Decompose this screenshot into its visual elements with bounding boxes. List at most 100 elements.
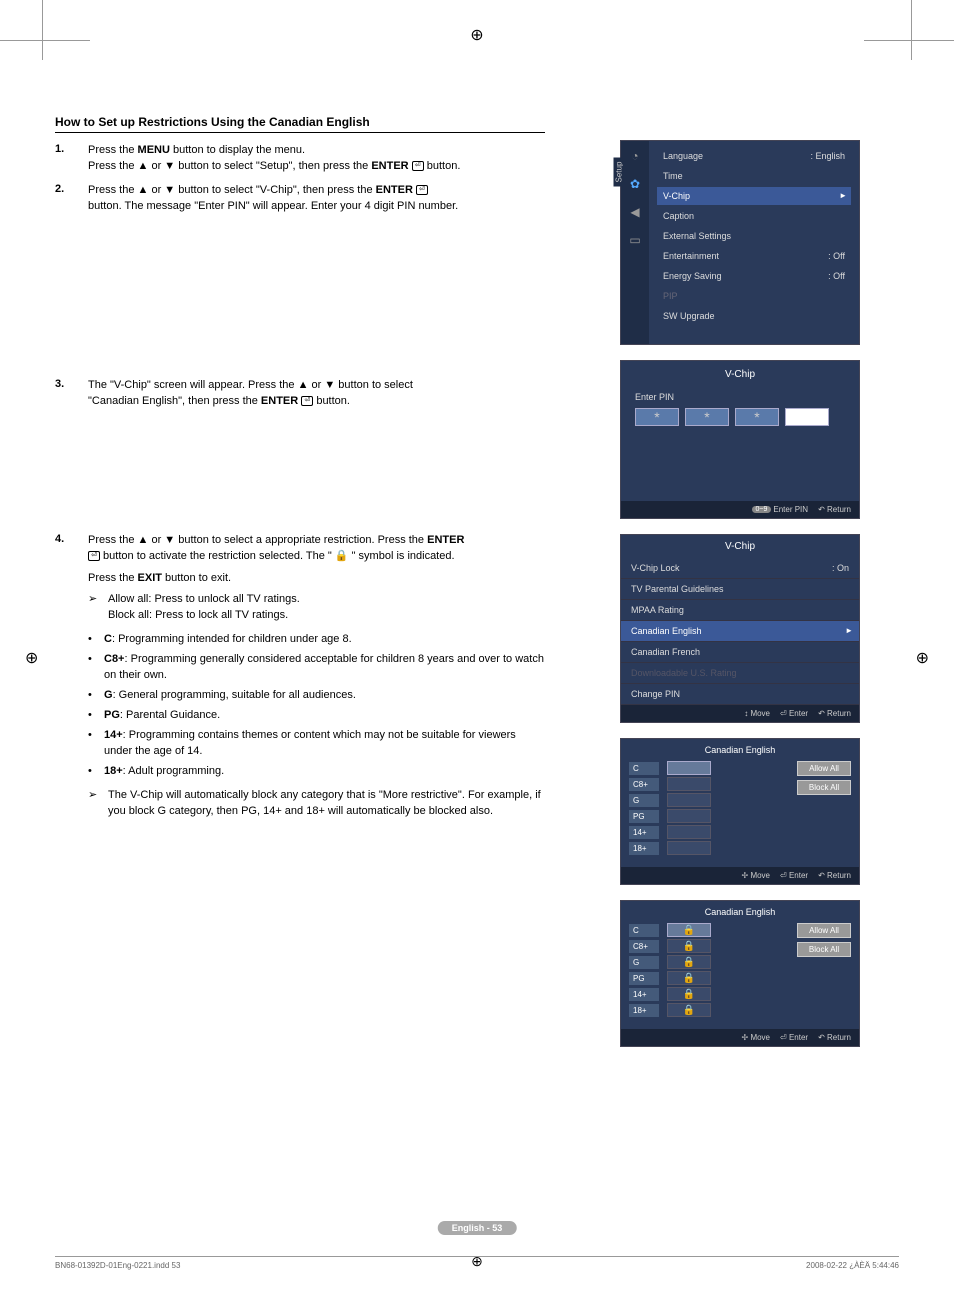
setup-menu-item[interactable]: Language: English [657, 147, 851, 165]
pin-digit[interactable]: * [735, 408, 779, 426]
rating-label: PG [629, 810, 659, 823]
arrow-icon: ➢ [88, 788, 102, 820]
rating-row: C🔒 [629, 923, 787, 937]
arrow-icon: ➢ [88, 592, 102, 624]
rating-label: G [629, 956, 659, 969]
rating-label: C [629, 762, 659, 775]
vchip-menu-item[interactable]: Canadian English [621, 621, 859, 642]
enter-icon: ⏎ [88, 551, 100, 561]
setup-menu-item[interactable]: Time [657, 167, 851, 185]
setup-menu-item[interactable]: SW Upgrade [657, 307, 851, 325]
lock-icon: 🔒 [683, 941, 695, 952]
rating-label: C [629, 924, 659, 937]
step-4: 4. Press the ▲ or ▼ button to select a a… [55, 533, 545, 823]
step-number: 4. [55, 533, 73, 823]
crop-mark-left: ⊕ [25, 648, 38, 668]
rating-label: 14+ [629, 826, 659, 839]
osd-vchip-menu: V-Chip V-Chip Lock: OnTV Parental Guidel… [620, 534, 860, 723]
rating-row: PG 🔒 [629, 971, 787, 985]
rating-label: 18+ [629, 1004, 659, 1017]
lock-icon: 🔒 [683, 973, 695, 984]
step-1: 1. Press the MENU button to display the … [55, 143, 545, 175]
rating-cell[interactable]: 🔒 [667, 955, 711, 969]
rating-row: C8+ 🔒 [629, 939, 787, 953]
rating-label: G [629, 794, 659, 807]
osd-canadian-english-1: Canadian English C C8+ G PG 14+ 18+ Allow All… [620, 738, 860, 885]
setup-menu-item[interactable]: PIP [657, 287, 851, 305]
step-3: 3. The "V-Chip" screen will appear. Pres… [55, 378, 545, 410]
rating-row: C8+ [629, 777, 787, 791]
pin-digit[interactable]: * [635, 408, 679, 426]
osd-pin-panel: V-Chip Enter PIN * * * 0~9 Enter PIN ↶ R… [620, 360, 860, 519]
osd-title: Canadian English [629, 745, 851, 755]
crop-mark-top: ⊕ [470, 25, 483, 45]
setup-menu-item[interactable]: Energy Saving: Off [657, 267, 851, 285]
vchip-menu-item[interactable]: Downloadable U.S. Rating [621, 663, 859, 684]
setup-menu-item[interactable]: External Settings [657, 227, 851, 245]
osd-title: V-Chip [621, 535, 859, 558]
block-all-button[interactable]: Block All [797, 780, 851, 795]
rating-cell[interactable]: 🔒 [667, 1003, 711, 1017]
lock-icon: 🔒 [683, 925, 695, 936]
step-number: 1. [55, 143, 73, 175]
setup-menu-item[interactable]: Caption [657, 207, 851, 225]
rating-cell[interactable]: 🔒 [667, 971, 711, 985]
lock-icon: 🔒 [683, 1005, 695, 1016]
rating-row: PG [629, 809, 787, 823]
rating-cell[interactable] [667, 841, 711, 855]
input-icon: ▭ [626, 231, 644, 249]
osd-setup-panel: Setup ◔ ✿ ◀ ▭ Language: EnglishTimeV-Chi… [620, 140, 860, 345]
picture-icon: ◔ [626, 147, 644, 165]
rating-row: 14+ 🔒 [629, 987, 787, 1001]
rating-row: 18+ [629, 841, 787, 855]
rating-cell[interactable] [667, 809, 711, 823]
step-2: 2. Press the ▲ or ▼ button to select "V-… [55, 183, 545, 215]
rating-row: G🔒 [629, 955, 787, 969]
rating-row: 14+ [629, 825, 787, 839]
rating-cell[interactable] [667, 825, 711, 839]
step-number: 2. [55, 183, 73, 215]
vchip-menu-item[interactable]: MPAA Rating [621, 600, 859, 621]
rating-row: G [629, 793, 787, 807]
rating-label: 18+ [629, 842, 659, 855]
vchip-menu-item[interactable]: Change PIN [621, 684, 859, 705]
rating-cell[interactable]: 🔒 [667, 939, 711, 953]
block-all-button[interactable]: Block All [797, 942, 851, 957]
pin-digit[interactable]: * [685, 408, 729, 426]
rating-label: C8+ [629, 940, 659, 953]
rating-cell[interactable]: 🔒 [667, 987, 711, 1001]
rating-cell[interactable]: 🔒 [667, 923, 711, 937]
rating-cell[interactable] [667, 761, 711, 775]
footer-meta: BN68-01392D-01Eng-0221.indd 53 2008-02-2… [55, 1256, 899, 1270]
setup-icon: ✿ [626, 175, 644, 193]
setup-menu-item[interactable]: V-Chip [657, 187, 851, 205]
osd-canadian-english-2: Canadian English C🔒C8+🔒G🔒PG🔒14+🔒18+🔒 All… [620, 900, 860, 1047]
rating-label: 14+ [629, 988, 659, 1001]
section-title: How to Set up Restrictions Using the Can… [55, 115, 545, 133]
allow-all-button[interactable]: Allow All [797, 923, 851, 938]
enter-icon: ⏎ [301, 396, 313, 406]
osd-title: Canadian English [629, 907, 851, 917]
rating-label: PG [629, 972, 659, 985]
osd-title: V-Chip [629, 369, 851, 380]
lock-icon: 🔒 [683, 989, 695, 1000]
vchip-menu-item[interactable]: V-Chip Lock: On [621, 558, 859, 579]
pin-label: Enter PIN [635, 392, 851, 402]
lock-icon: 🔒 [683, 957, 695, 968]
enter-icon: ⏎ [416, 185, 428, 195]
pin-digit[interactable] [785, 408, 829, 426]
rating-cell[interactable] [667, 793, 711, 807]
sound-icon: ◀ [626, 203, 644, 221]
rating-cell[interactable] [667, 777, 711, 791]
vchip-menu-item[interactable]: TV Parental Guidelines [621, 579, 859, 600]
rating-row: 18+ 🔒 [629, 1003, 787, 1017]
page-number-badge: English - 53 [438, 1221, 517, 1235]
vchip-menu-item[interactable]: Canadian French [621, 642, 859, 663]
rating-label: C8+ [629, 778, 659, 791]
step-number: 3. [55, 378, 73, 410]
allow-all-button[interactable]: Allow All [797, 761, 851, 776]
setup-menu-item[interactable]: Entertainment: Off [657, 247, 851, 265]
rating-row: C [629, 761, 787, 775]
crop-mark-right: ⊕ [916, 648, 929, 668]
setup-tab-label: Setup [614, 158, 625, 187]
